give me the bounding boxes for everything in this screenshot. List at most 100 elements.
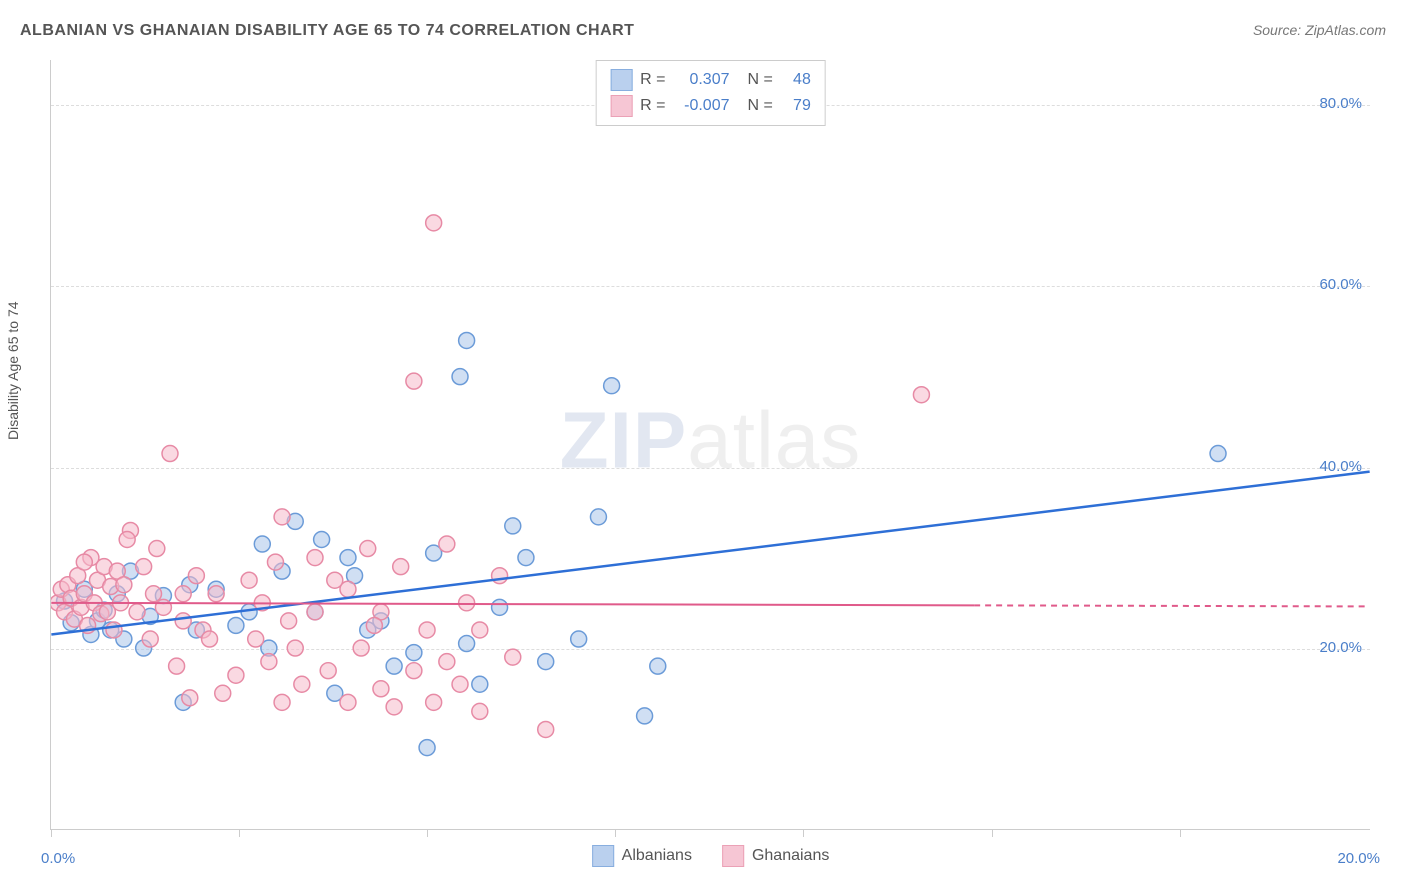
scatter-point: [650, 658, 666, 674]
legend-n-value: 48: [781, 71, 811, 89]
scatter-point: [913, 387, 929, 403]
scatter-point: [261, 654, 277, 670]
scatter-svg: [51, 60, 1370, 829]
scatter-point: [571, 631, 587, 647]
legend-swatch: [610, 69, 632, 91]
scatter-point: [169, 658, 185, 674]
scatter-point: [419, 622, 435, 638]
scatter-point: [208, 586, 224, 602]
chart-title: ALBANIAN VS GHANAIAN DISABILITY AGE 65 T…: [20, 22, 634, 40]
scatter-point: [472, 622, 488, 638]
x-min-label: 0.0%: [41, 850, 75, 867]
scatter-point: [274, 509, 290, 525]
trend-line: [51, 603, 974, 606]
legend-r-label: R =: [640, 97, 665, 115]
scatter-point: [419, 740, 435, 756]
scatter-point: [149, 541, 165, 557]
source-prefix: Source:: [1253, 22, 1305, 38]
scatter-point: [1210, 446, 1226, 462]
legend-swatch: [722, 845, 744, 867]
scatter-point: [155, 599, 171, 615]
scatter-point: [287, 640, 303, 656]
scatter-point: [439, 536, 455, 552]
scatter-point: [492, 568, 508, 584]
x-tick: [1180, 829, 1181, 837]
x-max-label: 20.0%: [1337, 850, 1380, 867]
scatter-point: [452, 369, 468, 385]
x-tick: [239, 829, 240, 837]
scatter-point: [538, 721, 554, 737]
legend-swatch: [610, 95, 632, 117]
scatter-point: [215, 685, 231, 701]
scatter-point: [590, 509, 606, 525]
legend-n-label: N =: [748, 71, 773, 89]
scatter-point: [472, 676, 488, 692]
x-tick: [51, 829, 52, 837]
scatter-point: [373, 681, 389, 697]
scatter-point: [459, 332, 475, 348]
scatter-point: [386, 699, 402, 715]
scatter-point: [119, 532, 135, 548]
chart-container: ALBANIAN VS GHANAIAN DISABILITY AGE 65 T…: [0, 0, 1406, 892]
scatter-point: [320, 663, 336, 679]
legend-item: Albanians: [592, 845, 692, 867]
scatter-point: [472, 703, 488, 719]
scatter-point: [281, 613, 297, 629]
scatter-point: [175, 586, 191, 602]
source-name: ZipAtlas.com: [1305, 22, 1386, 38]
scatter-point: [518, 550, 534, 566]
scatter-point: [538, 654, 554, 670]
scatter-point: [505, 649, 521, 665]
scatter-point: [340, 550, 356, 566]
x-tick: [615, 829, 616, 837]
x-tick: [803, 829, 804, 837]
legend-r-value: 0.307: [674, 71, 730, 89]
scatter-point: [228, 617, 244, 633]
scatter-point: [188, 568, 204, 584]
scatter-point: [314, 532, 330, 548]
scatter-point: [106, 622, 122, 638]
legend-swatch: [592, 845, 614, 867]
scatter-point: [386, 658, 402, 674]
scatter-point: [136, 559, 152, 575]
legend-n-value: 79: [781, 97, 811, 115]
plot-area: ZIPatlas 20.0%40.0%60.0%80.0% R = 0.307 …: [50, 60, 1370, 830]
scatter-point: [492, 599, 508, 615]
trend-line: [51, 472, 1369, 635]
legend-r-label: R =: [640, 71, 665, 89]
scatter-point: [393, 559, 409, 575]
scatter-point: [637, 708, 653, 724]
scatter-point: [439, 654, 455, 670]
scatter-point: [426, 215, 442, 231]
scatter-point: [307, 550, 323, 566]
scatter-point: [340, 581, 356, 597]
scatter-point: [274, 694, 290, 710]
scatter-point: [406, 373, 422, 389]
scatter-point: [426, 694, 442, 710]
legend-row: R = -0.007 N = 79: [610, 93, 811, 119]
scatter-point: [604, 378, 620, 394]
scatter-point: [202, 631, 218, 647]
scatter-point: [241, 572, 257, 588]
y-axis-label: Disability Age 65 to 74: [5, 301, 21, 440]
scatter-point: [162, 446, 178, 462]
legend-item: Ghanaians: [722, 845, 829, 867]
scatter-point: [248, 631, 264, 647]
scatter-point: [175, 613, 191, 629]
correlation-legend: R = 0.307 N = 48 R = -0.007 N = 79: [595, 60, 826, 126]
scatter-point: [353, 640, 369, 656]
scatter-point: [294, 676, 310, 692]
x-tick: [992, 829, 993, 837]
scatter-point: [340, 694, 356, 710]
scatter-point: [360, 541, 376, 557]
legend-r-value: -0.007: [674, 97, 730, 115]
x-tick: [427, 829, 428, 837]
scatter-point: [76, 554, 92, 570]
scatter-point: [366, 617, 382, 633]
scatter-point: [406, 663, 422, 679]
scatter-point: [146, 586, 162, 602]
legend-n-label: N =: [748, 97, 773, 115]
scatter-point: [267, 554, 283, 570]
legend-label: Albanians: [622, 847, 692, 865]
scatter-point: [307, 604, 323, 620]
